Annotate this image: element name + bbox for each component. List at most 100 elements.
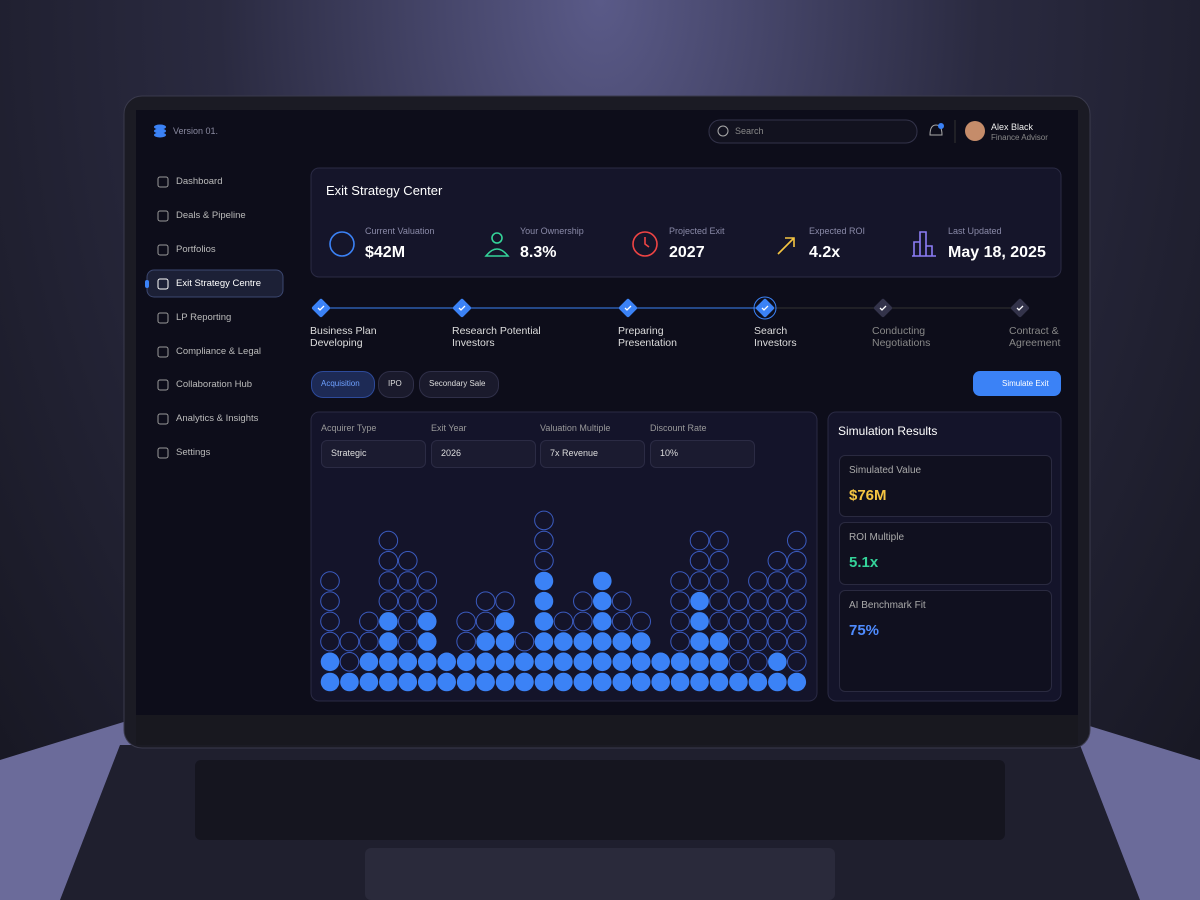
dot-empty: [728, 631, 749, 652]
dot-filled: [670, 652, 690, 672]
dot-filled: [534, 591, 554, 611]
dot-empty: [748, 652, 768, 672]
stat-label: Your Ownership: [520, 226, 584, 236]
filter-value[interactable]: Strategic: [331, 448, 367, 458]
dot-filled: [495, 632, 515, 651]
page-title: Exit Strategy Center: [326, 183, 443, 198]
filter-value[interactable]: 2026: [441, 448, 462, 458]
dot-empty: [670, 611, 690, 632]
dot-filled: [340, 672, 359, 692]
dot-empty: [534, 530, 554, 551]
filter-select[interactable]: [321, 440, 426, 468]
dot-filled: [612, 632, 632, 651]
filter-value[interactable]: 10%: [660, 448, 679, 458]
chart-panel: [310, 411, 818, 702]
nav-icon: [157, 413, 169, 425]
step-ring: [753, 296, 777, 320]
dot-empty: [709, 571, 729, 591]
tab-label[interactable]: Acquisition: [321, 379, 360, 388]
dot-filled: [554, 652, 573, 672]
dot-empty: [767, 551, 788, 571]
tab-label[interactable]: Secondary Sale: [429, 379, 486, 388]
dot-filled: [690, 652, 709, 672]
logo: [154, 124, 166, 138]
dot-empty: [709, 530, 729, 551]
dot-filled: [320, 652, 340, 672]
result-value: $76M: [849, 487, 887, 504]
nav-item[interactable]: Collaboration Hub: [176, 379, 253, 390]
tab-label[interactable]: IPO: [388, 379, 402, 388]
avatar[interactable]: [965, 121, 985, 141]
search-icon: [717, 125, 729, 137]
dot-empty: [787, 611, 807, 632]
dot-empty: [767, 591, 788, 612]
nav-item[interactable]: Exit Strategy Centre: [176, 278, 262, 289]
dot-filled: [379, 632, 398, 651]
nav-icon: [157, 278, 169, 290]
stat-value: $42M: [365, 244, 406, 261]
dot-filled: [709, 632, 729, 651]
nav-item[interactable]: Portfolios: [176, 244, 216, 255]
search-box[interactable]: [708, 119, 918, 144]
dot-empty: [320, 591, 340, 612]
dot-empty: [767, 611, 788, 632]
result-card: [839, 455, 1052, 517]
filter-label: Valuation Multiple: [540, 423, 611, 433]
step-label: Business Plan: [310, 325, 377, 337]
step-label: Research Potential: [452, 325, 541, 337]
tab[interactable]: [419, 371, 499, 398]
dot-empty: [456, 631, 476, 652]
dot-empty: [728, 611, 749, 632]
bell-icon[interactable]: [929, 124, 943, 136]
dot-filled: [534, 672, 554, 692]
nav-item[interactable]: Compliance & Legal: [176, 346, 262, 357]
dot-empty: [670, 591, 690, 612]
user-role: Finance Advisor: [991, 133, 1048, 142]
dot-filled: [709, 672, 729, 692]
filter-select[interactable]: [540, 440, 645, 468]
dot-filled: [476, 652, 495, 672]
stat-value: 4.2x: [809, 244, 841, 261]
step-check: [761, 305, 769, 311]
filter-value[interactable]: 7x Revenue: [550, 448, 599, 458]
dot-empty: [573, 611, 593, 632]
dot-empty: [709, 611, 729, 632]
dot-empty: [378, 591, 399, 612]
nav-item[interactable]: Dashboard: [176, 176, 223, 187]
user-name: Alex Black: [991, 122, 1034, 132]
nav-item[interactable]: LP Reporting: [176, 312, 232, 323]
stat-value: 8.3%: [520, 244, 557, 261]
dot-filled: [534, 632, 554, 651]
dot-empty: [728, 591, 749, 612]
dot-empty: [787, 631, 807, 652]
dot-filled: [593, 612, 612, 631]
filter-select[interactable]: [650, 440, 755, 468]
step-label: Preparing: [618, 325, 664, 337]
dot-empty: [339, 631, 360, 652]
simulate-button[interactable]: [973, 371, 1061, 396]
nav-icon: [157, 447, 169, 459]
dot-filled: [631, 632, 651, 651]
dot-filled: [573, 632, 593, 651]
nav-item[interactable]: Deals & Pipeline: [176, 210, 246, 221]
stat-label: Current Valuation: [365, 226, 435, 236]
dot-filled: [320, 672, 340, 692]
result-card: [839, 590, 1052, 692]
dot-empty: [787, 530, 807, 551]
dot-filled: [379, 652, 398, 672]
nav-item[interactable]: Settings: [176, 447, 211, 458]
dot-filled: [787, 672, 807, 692]
dot-empty: [670, 631, 690, 652]
nav-item[interactable]: Analytics & Insights: [176, 413, 259, 424]
filter-select[interactable]: [431, 440, 536, 468]
result-card: [839, 522, 1052, 585]
notification-dot: [938, 123, 944, 129]
filter-label: Discount Rate: [650, 423, 707, 433]
dot-empty: [514, 631, 535, 652]
step-check: [1016, 305, 1024, 311]
dot-empty: [398, 571, 418, 591]
tab[interactable]: [378, 371, 414, 398]
dot-empty: [709, 591, 729, 612]
dot-empty: [398, 551, 418, 571]
button-label[interactable]: Simulate Exit: [1002, 379, 1049, 388]
